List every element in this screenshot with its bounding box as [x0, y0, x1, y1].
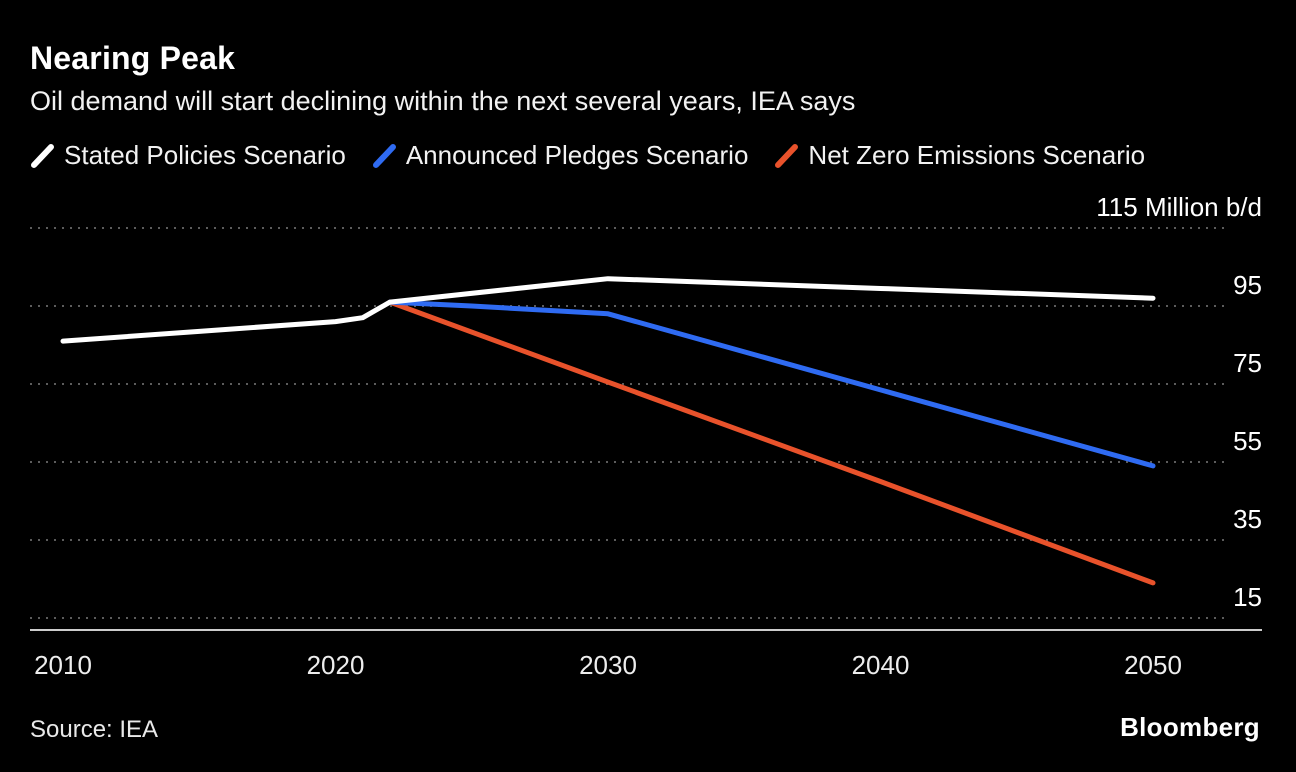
- legend-item-stated-policies: Stated Policies Scenario: [30, 140, 346, 171]
- y-axis-tick-label: 35: [1233, 504, 1262, 534]
- chart-subtitle: Oil demand will start declining within t…: [30, 86, 856, 116]
- legend-label: Stated Policies Scenario: [64, 140, 346, 170]
- series-line-net-zero-emissions-scenario: [387, 299, 1156, 586]
- x-axis-tick-label: 2030: [579, 650, 637, 680]
- legend-swatch-icon: [775, 143, 799, 168]
- source-note: Source: IEA: [30, 716, 159, 743]
- chart-title: Nearing Peak: [30, 40, 236, 76]
- y-axis-tick-label: 55: [1233, 426, 1262, 456]
- legend-swatch-icon: [372, 143, 396, 168]
- x-axis-tick-label: 2010: [34, 650, 92, 680]
- legend-label: Net Zero Emissions Scenario: [808, 140, 1146, 170]
- legend-item-announced-pledges: Announced Pledges Scenario: [372, 140, 749, 171]
- legend-item-net-zero: Net Zero Emissions Scenario: [774, 140, 1145, 171]
- bloomberg-logo: Bloomberg: [1120, 712, 1260, 742]
- series-line-stated-policies-scenario: [60, 276, 1156, 344]
- y-axis-tick-label: 15: [1233, 582, 1262, 612]
- legend: Stated Policies Scenario Announced Pledg…: [30, 140, 1145, 171]
- legend-label: Announced Pledges Scenario: [405, 140, 749, 170]
- legend-swatch-icon: [31, 143, 54, 168]
- x-axis-tick-label: 2020: [307, 650, 365, 680]
- x-axis-tick-label: 2050: [1124, 650, 1182, 680]
- x-axis-tick-label: 2040: [852, 650, 910, 680]
- y-axis-tick-label: 115 Million b/d: [1096, 192, 1262, 222]
- y-axis-tick-label: 95: [1233, 270, 1262, 300]
- y-axis-tick-label: 75: [1233, 348, 1262, 378]
- series-line-announced-pledges-scenario: [387, 299, 1156, 469]
